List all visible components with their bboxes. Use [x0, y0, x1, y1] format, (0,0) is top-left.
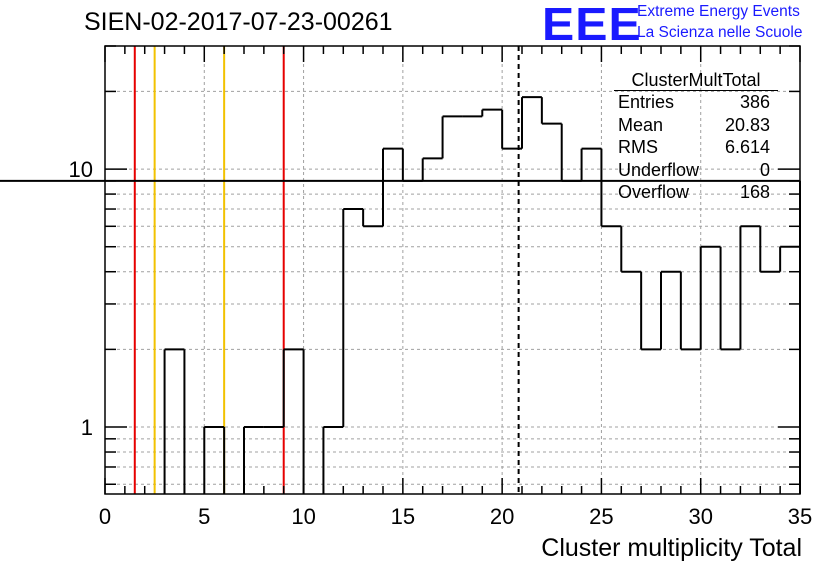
stats-value: 6.614: [724, 137, 770, 157]
stats-label: RMS: [618, 137, 658, 157]
stats-value: 0: [759, 159, 770, 180]
x-tick-label: 0: [99, 504, 111, 529]
stats-label: Underflow: [618, 159, 700, 180]
x-axis-title: Cluster multiplicity Total: [541, 534, 802, 562]
x-tick-label: 25: [589, 504, 613, 529]
x-tick-label: 30: [688, 504, 712, 529]
x-tick-label: 10: [291, 504, 315, 529]
x-tick-label: 35: [788, 504, 812, 529]
x-tick-label: 15: [391, 504, 415, 529]
x-tick-label: 20: [490, 504, 514, 529]
logo-text-line1: Extreme Energy Events: [637, 3, 800, 20]
stats-label: Mean: [618, 114, 664, 135]
stats-value: 168: [739, 182, 770, 202]
x-tick-label: 5: [198, 504, 210, 529]
stats-histogram-name: ClusterMultTotal: [614, 70, 778, 91]
stats-row-overflow: Overflow 168: [612, 181, 778, 204]
cut-lines: [133, 46, 520, 494]
x-axis-ticks: 0 5 10 15 20 25 30 35: [99, 46, 812, 529]
y-axis-ticks: 1 10: [69, 45, 800, 486]
stats-row-rms: RMS 6.614: [612, 136, 778, 159]
chart-title: SIEN-02-2017-07-23-00261: [84, 8, 393, 36]
stats-row-mean: Mean 20.83: [612, 114, 778, 137]
y-tick-label: 1: [81, 415, 93, 440]
stats-label: Overflow: [618, 182, 690, 202]
stats-box: ClusterMultTotal Entries 386 Mean 20.83 …: [612, 70, 778, 204]
stats-value: 20.83: [724, 114, 770, 135]
stats-row-entries: Entries 386: [612, 91, 778, 114]
plot-frame-rect: [104, 45, 801, 495]
stats-value: 386: [739, 92, 770, 112]
stats-row-underflow: Underflow 0: [612, 159, 778, 182]
plot-frame: [104, 45, 801, 495]
logo-text-line2: La Scienza nelle Scuole: [637, 24, 803, 41]
eee-logo: EEE: [542, 0, 642, 50]
y-tick-label: 10: [69, 157, 93, 182]
stats-label: Entries: [618, 92, 675, 112]
